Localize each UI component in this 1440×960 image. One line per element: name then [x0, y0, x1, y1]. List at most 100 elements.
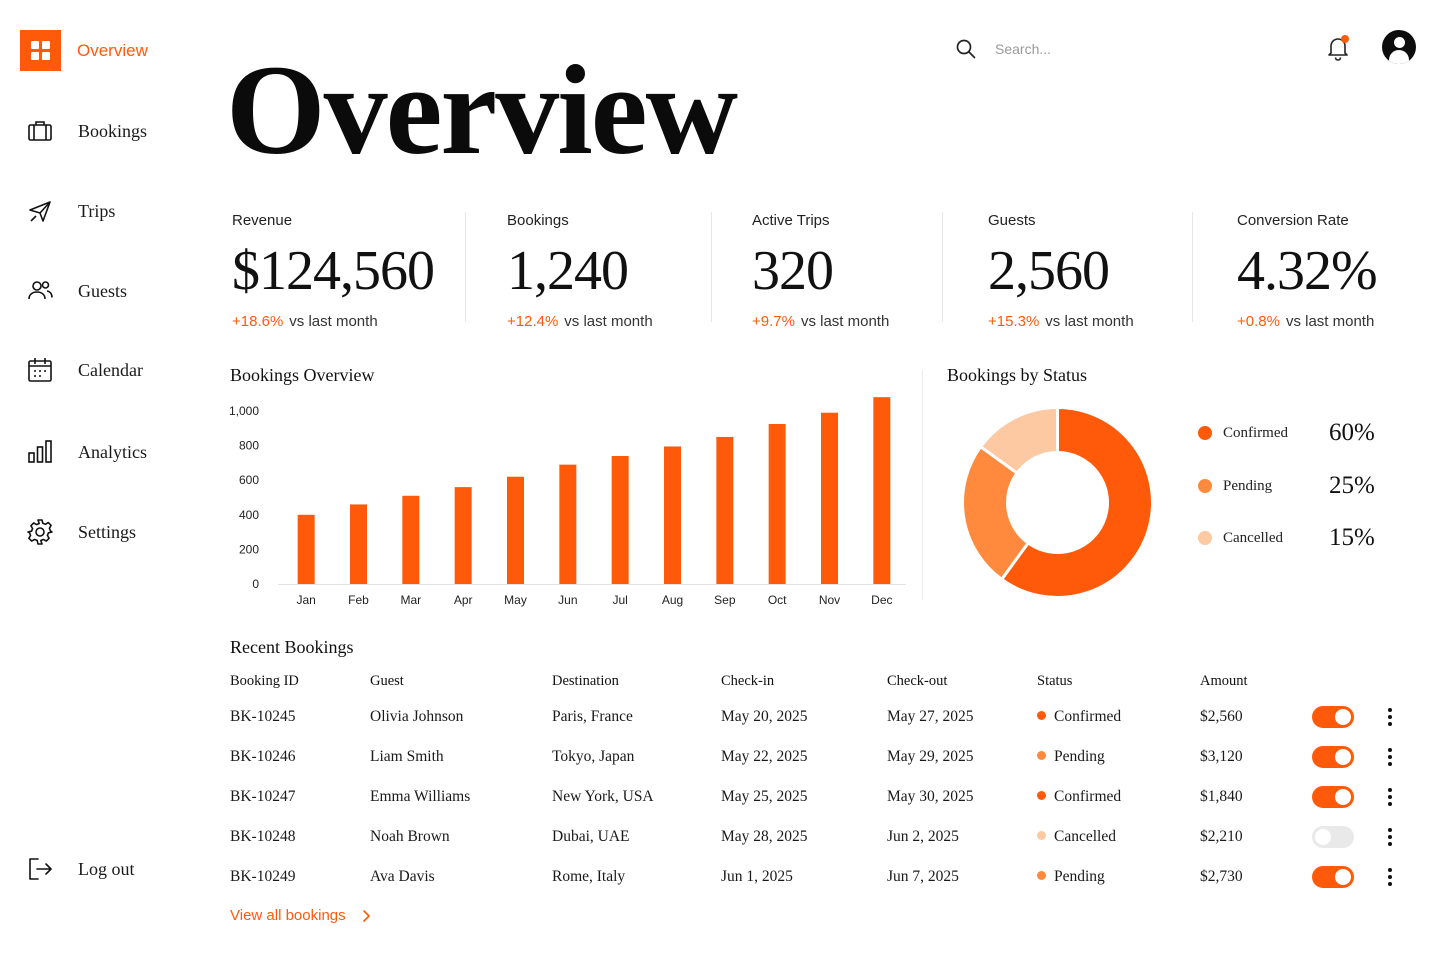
search-icon[interactable] [955, 38, 977, 60]
column-header[interactable]: Amount [1200, 673, 1248, 689]
table-row[interactable]: BK-10247 Emma Williams New York, USA May 25… [230, 784, 1410, 824]
slice-confirmed[interactable] [999, 405, 1154, 599]
more-options-icon[interactable] [1382, 864, 1398, 890]
column-header[interactable]: Check-out [887, 673, 948, 689]
cell-checkin: Jun 1, 2025 [721, 868, 793, 885]
column-header[interactable]: Guest [370, 673, 404, 689]
column-header[interactable]: Check-in [721, 673, 775, 689]
cell-destination: Paris, France [552, 708, 633, 725]
status-dot [1037, 711, 1046, 720]
sidebar-item-calendar[interactable]: Calendar [26, 356, 143, 384]
logout-icon [29, 858, 52, 880]
bar-aug[interactable] [664, 446, 681, 584]
kpi-value: 2,560 [988, 240, 1110, 302]
sidebar-item-label: Guests [78, 280, 127, 301]
cell-guest: Ava Davis [370, 868, 435, 885]
bar-may[interactable] [507, 476, 524, 584]
more-options-icon[interactable] [1382, 704, 1398, 730]
sidebar-item-label: Settings [78, 521, 137, 542]
search-input[interactable] [995, 41, 1195, 57]
bar-oct[interactable] [768, 423, 786, 584]
column-header[interactable]: Destination [552, 673, 619, 689]
status-dot [1037, 791, 1046, 800]
logout-label: Log out [78, 858, 135, 879]
bar-jul[interactable] [611, 455, 629, 584]
row-toggle[interactable] [1312, 826, 1354, 848]
status-text: Confirmed [1054, 708, 1122, 725]
more-options-icon[interactable] [1382, 784, 1398, 810]
row-toggle[interactable] [1312, 746, 1354, 768]
kpi-value: 4.32% [1237, 240, 1378, 302]
cell-checkout: Jun 2, 2025 [887, 828, 959, 845]
status-badge: Confirmed [1037, 784, 1121, 810]
plane-icon [29, 201, 51, 222]
notification-badge [1341, 35, 1349, 43]
bar-feb[interactable] [350, 504, 367, 584]
x-tick-label: Nov [819, 593, 840, 607]
column-header[interactable]: Status [1037, 673, 1073, 689]
users-icon [28, 281, 53, 300]
logout-button[interactable]: Log out [26, 855, 135, 883]
bar-mar[interactable] [402, 495, 420, 584]
table-row[interactable]: BK-10248 Noah Brown Dubai, UAE May 28, 2025… [230, 824, 1410, 864]
notifications-button[interactable] [1324, 34, 1352, 62]
bar-dec[interactable] [873, 397, 891, 584]
kpi-conversion-rate: Conversion Rate 4.32% +0.8% vs last month [1237, 212, 1378, 330]
row-toggle[interactable] [1312, 706, 1354, 728]
legend-swatch [1198, 531, 1212, 545]
row-toggle[interactable] [1312, 786, 1354, 808]
slice-cancelled[interactable] [978, 405, 1059, 476]
legend-item-confirmed: Confirmed 60% [1198, 419, 1398, 447]
page-title: Overview [226, 39, 738, 181]
bar-jun[interactable] [559, 464, 577, 584]
sidebar-item-trips[interactable]: Trips [26, 197, 115, 225]
cell-destination: Dubai, UAE [552, 828, 630, 845]
sidebar: Overview Bookings Trips Guests Calendar … [0, 0, 200, 960]
gear-icon [27, 519, 53, 545]
sidebar-item-analytics[interactable]: Analytics [26, 438, 147, 466]
calendar-icon [28, 358, 52, 382]
status-badge: Pending [1037, 864, 1105, 890]
sidebar-item-guests[interactable]: Guests [26, 277, 127, 305]
table-row[interactable]: BK-10246 Liam Smith Tokyo, Japan May 22, 20… [230, 744, 1410, 784]
section-divider [922, 370, 923, 600]
kpi-change: +18.6% [232, 313, 284, 330]
more-options-icon[interactable] [1382, 744, 1398, 770]
x-tick-label: Oct [768, 593, 787, 607]
sidebar-item-settings[interactable]: Settings [26, 518, 136, 546]
bar-jan[interactable] [297, 514, 315, 584]
legend-value: 25% [1329, 472, 1375, 499]
cell-id: BK-10246 [230, 748, 296, 765]
avatar[interactable] [1382, 30, 1416, 64]
cell-checkin: May 28, 2025 [721, 828, 808, 845]
bar-sep[interactable] [716, 436, 734, 584]
cell-guest: Olivia Johnson [370, 708, 464, 725]
cell-checkin: May 22, 2025 [721, 748, 808, 765]
y-tick-label: 800 [239, 439, 259, 453]
table-row[interactable]: BK-10249 Ava Davis Rome, Italy Jun 1, 2025 J… [230, 864, 1410, 904]
sidebar-item-bookings[interactable]: Bookings [26, 117, 147, 145]
nav-overview[interactable]: Overview [20, 30, 148, 71]
row-toggle[interactable] [1312, 866, 1354, 888]
cell-amount: $2,730 [1200, 868, 1243, 885]
status-donut-chart [961, 405, 1154, 599]
table-row[interactable]: BK-10245 Olivia Johnson Paris, France May 2… [230, 704, 1410, 744]
bar-nov[interactable] [821, 412, 838, 584]
kpi-value: $124,560 [232, 240, 435, 302]
briefcase-icon [28, 121, 52, 141]
toggle-knob [1335, 789, 1351, 805]
slice-pending[interactable] [961, 444, 1031, 582]
legend-value: 15% [1329, 524, 1375, 551]
sidebar-item-label: Bookings [78, 120, 148, 141]
status-badge: Pending [1037, 744, 1105, 770]
x-tick-label: May [504, 593, 527, 607]
status-dot [1037, 871, 1046, 880]
status-text: Pending [1054, 748, 1105, 765]
view-all-bookings-link[interactable]: View all bookings [230, 907, 372, 924]
column-header[interactable]: Booking ID [230, 673, 299, 689]
status-text: Confirmed [1054, 788, 1122, 805]
kpi-change: +12.4% [507, 313, 559, 330]
bar-apr[interactable] [454, 487, 472, 584]
more-options-icon[interactable] [1382, 824, 1398, 850]
status-dot [1037, 831, 1046, 840]
